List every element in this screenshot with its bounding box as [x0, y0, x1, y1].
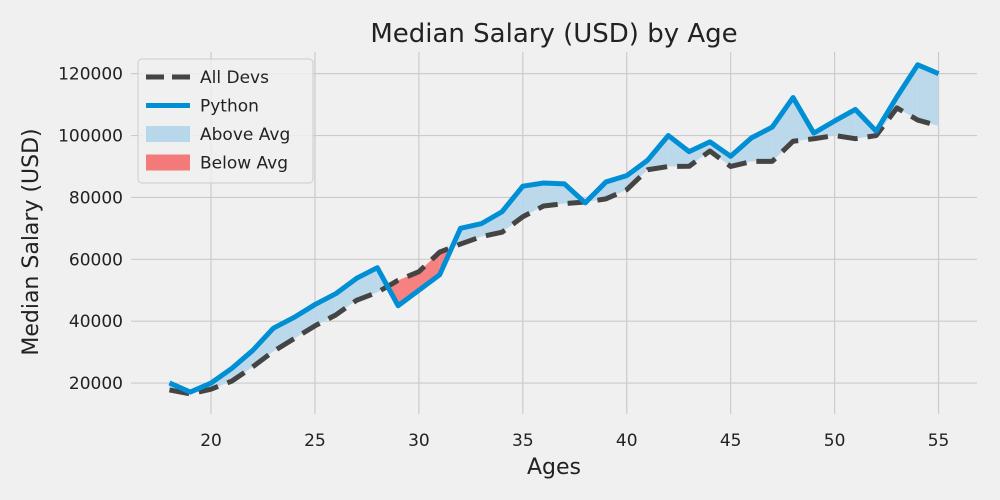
all-devs-line: [168, 105, 940, 397]
above-avg-fill: [481, 211, 503, 237]
y-tick-label: 80000: [69, 188, 123, 208]
above-avg-fill: [502, 186, 523, 233]
legend-item-below-avg-swatch: [146, 154, 190, 171]
below-avg-fill: [398, 271, 419, 306]
above-avg-fill: [834, 109, 856, 139]
above-avg-fill: [294, 304, 315, 339]
above-avg-fill: [917, 64, 939, 126]
legend-box: [137, 58, 314, 184]
chart-title: Median Salary (USD) by Age: [370, 19, 737, 49]
y-tick-label: 40000: [69, 312, 123, 332]
above-avg-fill: [314, 293, 336, 326]
y-tick-label: 100000: [58, 127, 123, 147]
x-tick-label: 40: [616, 431, 638, 451]
x-tick-label: 25: [304, 431, 326, 451]
x-tick-label: 45: [720, 431, 742, 451]
x-tick-label: 20: [200, 431, 222, 451]
above-avg-fill: [335, 278, 357, 315]
below-avg-fill: [418, 252, 440, 291]
series-lines: [168, 62, 940, 397]
above-avg-fill: [668, 135, 690, 167]
legend-item-above-avg-label: Above Avg: [200, 125, 290, 145]
y-tick-label: 20000: [69, 374, 123, 394]
y-tick-label: 60000: [69, 250, 123, 270]
x-tick-label: 30: [408, 431, 430, 451]
legend-item-above-avg-swatch: [146, 126, 190, 142]
above-avg-fill: [252, 328, 274, 367]
y-axis-label: Median Salary (USD): [19, 128, 44, 355]
x-tick-label: 35: [512, 431, 534, 451]
legend-item-all-devs-label: All Devs: [200, 68, 269, 88]
legend: All Devs Python Above Avg Below Avg: [137, 58, 314, 184]
y-tick-label: 120000: [58, 65, 123, 85]
x-tick-label: 50: [824, 431, 846, 451]
x-axis-label: Ages: [527, 455, 581, 480]
above-avg-fill: [543, 182, 565, 206]
python-line: [168, 62, 940, 395]
legend-item-python-label: Python: [200, 97, 259, 117]
legend-item-below-avg-label: Below Avg: [200, 154, 288, 174]
x-tick-label: 55: [928, 431, 950, 451]
tick-labels: 20 25 30 35 40 45 50 55 20000 40000 60000 80000 1000…: [58, 65, 949, 451]
above-avg-fill: [896, 64, 918, 121]
